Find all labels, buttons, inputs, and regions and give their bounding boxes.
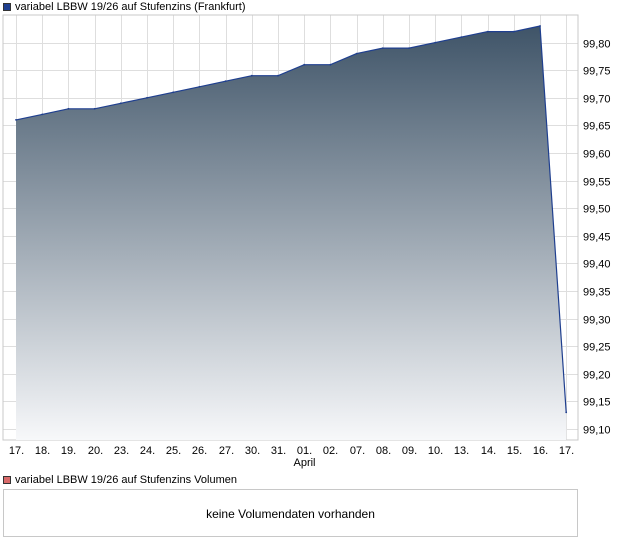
- x-month-label: April: [293, 457, 315, 469]
- x-tick-label: 09.: [402, 445, 417, 457]
- price-point: [119, 102, 122, 105]
- x-tick-label: 07.: [350, 445, 365, 457]
- x-tick-label: 24.: [140, 445, 155, 457]
- y-tick-label: 99,75: [583, 66, 611, 78]
- x-tick-label: 25.: [166, 445, 181, 457]
- price-point: [460, 36, 463, 38]
- volume-legend: variabel LBBW 19/26 auf Stufenzins Volum…: [3, 473, 237, 487]
- volume-legend-label: variabel LBBW 19/26 auf Stufenzins Volum…: [15, 474, 237, 486]
- y-tick-label: 99,55: [583, 177, 611, 189]
- price-legend: variabel LBBW 19/26 auf Stufenzins (Fran…: [3, 0, 246, 14]
- x-tick-label: 16.: [533, 445, 548, 457]
- x-tick-label: 19.: [61, 445, 76, 457]
- x-tick-label: 17.: [559, 445, 574, 457]
- price-legend-label: variabel LBBW 19/26 auf Stufenzins (Fran…: [15, 1, 246, 13]
- y-tick-label: 99,60: [583, 149, 611, 161]
- volume-panel: keine Volumendaten vorhanden: [3, 489, 578, 537]
- price-point: [41, 113, 44, 116]
- volume-legend-swatch: [3, 476, 11, 484]
- y-tick-label: 99,45: [583, 232, 611, 244]
- price-point: [172, 91, 175, 94]
- price-point: [277, 74, 279, 77]
- y-tick-label: 99,40: [583, 259, 611, 271]
- price-point: [250, 74, 253, 77]
- y-tick-label: 99,20: [583, 370, 611, 382]
- y-tick-label: 99,30: [583, 315, 611, 327]
- x-tick-label: 10.: [428, 445, 443, 457]
- price-point: [146, 96, 148, 99]
- price-point: [381, 47, 384, 49]
- price-point: [93, 107, 96, 110]
- y-tick-label: 99,10: [583, 425, 611, 437]
- y-tick-label: 99,15: [583, 397, 611, 409]
- y-tick-label: 99,70: [583, 94, 611, 106]
- price-chart: 99,10 99,15 99,20 99,25 99,30 99,35 99,40 99,45…: [2, 14, 611, 469]
- x-tick-label: 17.: [9, 445, 24, 457]
- y-tick-label: 99,65: [583, 121, 611, 133]
- price-point: [198, 85, 201, 88]
- price-point: [434, 41, 437, 44]
- x-tick-label: 14.: [481, 445, 496, 457]
- price-point: [329, 63, 332, 66]
- x-tick-label: 01.: [297, 445, 312, 457]
- price-area: [16, 26, 567, 440]
- y-axis-labels: 99,10 99,15 99,20 99,25 99,30 99,35 99,40 99,45…: [583, 39, 611, 437]
- price-point: [565, 411, 568, 414]
- price-point: [15, 119, 17, 121]
- x-tick-label: 20.: [88, 445, 103, 457]
- price-point: [512, 30, 515, 33]
- x-tick-label: 27.: [219, 445, 234, 457]
- price-line: [15, 25, 567, 413]
- price-series: [15, 25, 568, 440]
- volume-empty-message: keine Volumendaten vorhanden: [206, 507, 375, 521]
- x-tick-label: 13.: [454, 445, 469, 457]
- y-tick-label: 99,80: [583, 39, 611, 51]
- x-tick-label: 26.: [192, 445, 207, 457]
- price-point: [355, 52, 358, 55]
- price-point: [408, 47, 410, 49]
- price-point: [303, 63, 306, 66]
- x-tick-label: 08.: [376, 445, 391, 457]
- x-tick-label: 30.: [245, 445, 260, 457]
- price-point: [67, 107, 70, 110]
- price-point: [539, 25, 541, 27]
- price-point: [486, 30, 489, 33]
- y-tick-label: 99,35: [583, 287, 611, 299]
- x-tick-label: 23.: [114, 445, 129, 457]
- price-point: [224, 80, 227, 83]
- x-tick-label: 31.: [271, 445, 286, 457]
- y-tick-label: 99,50: [583, 204, 611, 216]
- price-legend-swatch: [3, 3, 11, 11]
- x-axis-labels: 17. 18. 19. 20. 23. 24. 25. 26. 27. 30. 31. 01.Apri…: [9, 445, 574, 469]
- x-tick-label: 18.: [35, 445, 50, 457]
- x-tick-label: 02.: [323, 445, 338, 457]
- x-tick-label: 15.: [507, 445, 522, 457]
- y-tick-label: 99,25: [583, 342, 611, 354]
